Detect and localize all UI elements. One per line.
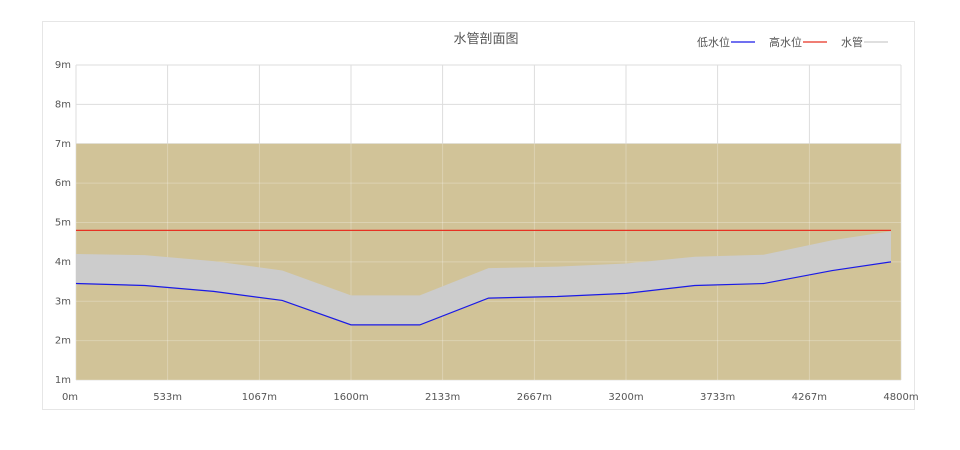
legend-label: 水管 [841, 35, 863, 49]
y-tick-label: 7m [55, 139, 71, 150]
y-tick-label: 5m [55, 218, 71, 229]
x-tick-label: 3733m [700, 392, 735, 403]
x-tick-label: 0m [62, 392, 78, 403]
x-tick-label: 2667m [517, 392, 552, 403]
x-tick-label: 4800m [883, 392, 918, 403]
y-tick-label: 3m [55, 296, 71, 307]
x-tick-label: 2133m [425, 392, 460, 403]
legend-label: 高水位 [769, 35, 802, 49]
y-tick-label: 8m [55, 99, 71, 110]
y-tick-label: 6m [55, 178, 71, 189]
x-tick-label: 533m [153, 392, 182, 403]
x-tick-label: 1067m [242, 392, 277, 403]
low-water-line [75, 261, 892, 326]
series [75, 229, 892, 326]
axis-labels: 1m 2m 3m 4m 5m 6m 7m 8m 9m 0m 533m 1067m 1600m 2133m 2… [55, 60, 919, 403]
y-tick-label: 4m [55, 257, 71, 268]
legend-label: 低水位 [697, 35, 730, 49]
x-tick-label: 4267m [792, 392, 827, 403]
y-tick-label: 9m [55, 60, 71, 71]
y-tick-label: 2m [55, 336, 71, 347]
y-tick-label: 1m [55, 375, 71, 386]
pipe-band [76, 231, 891, 325]
chart-title: 水管剖面图 [453, 32, 518, 47]
x-tick-label: 3200m [608, 392, 643, 403]
legend: 低水位 高水位 水管 [697, 35, 888, 49]
x-tick-label: 1600m [333, 392, 368, 403]
